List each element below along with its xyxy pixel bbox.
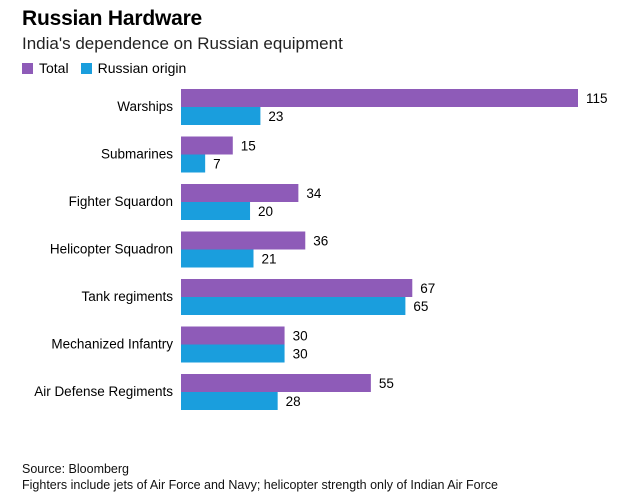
bar-russian-origin <box>181 392 278 410</box>
chart-title: Russian Hardware <box>22 7 203 30</box>
legend-item-total: Total <box>22 60 69 76</box>
value-label-total: 15 <box>241 139 256 154</box>
value-label-russian-origin: 30 <box>293 347 308 362</box>
bar-total <box>181 231 306 250</box>
bar-group-helicopter-squadron: Helicopter Squadron 36 21 <box>50 231 328 268</box>
value-label-russian-origin: 20 <box>258 204 273 219</box>
bar-russian-origin <box>181 344 285 363</box>
legend-swatch-total <box>22 62 33 74</box>
value-label-total: 36 <box>313 234 328 249</box>
category-label: Air Defense Regiments <box>34 384 173 399</box>
value-label-russian-origin: 65 <box>413 299 428 314</box>
bar-total <box>181 184 299 202</box>
chart-legend: Total Russian origin <box>22 59 198 77</box>
chart-footer: Source: Bloomberg Fighters include jets … <box>22 461 498 493</box>
value-label-russian-origin: 7 <box>213 157 221 172</box>
bar-total <box>181 326 285 345</box>
category-label: Warships <box>117 99 173 114</box>
bar-russian-origin <box>181 154 206 173</box>
category-label: Mechanized Infantry <box>51 337 173 352</box>
bar-russian-origin <box>181 107 261 125</box>
category-label: Fighter Squardon <box>69 194 173 209</box>
bar-group-mechanized-infantry: Mechanized Infantry 30 30 <box>51 326 308 363</box>
bar-chart: Warships 115 23 Submarines 15 7 Fighter Squard… <box>34 89 608 410</box>
value-label-total: 30 <box>293 329 308 344</box>
bar-group-submarines: Submarines 15 7 <box>101 136 256 173</box>
bar-group-fighter-squardon: Fighter Squardon 34 20 <box>69 184 322 220</box>
category-label: Tank regiments <box>81 289 173 304</box>
category-label: Helicopter Squadron <box>50 242 173 257</box>
bar-total <box>181 374 371 392</box>
value-label-russian-origin: 21 <box>261 252 276 267</box>
value-label-total: 34 <box>306 186 322 201</box>
footnote: Fighters include jets of Air Force and N… <box>22 478 498 492</box>
legend-swatch-russian-origin <box>80 62 92 74</box>
legend-item-russian-origin: Russian origin <box>80 60 187 76</box>
legend-label-total: Total <box>39 60 69 76</box>
legend-label-russian-origin: Russian origin <box>97 60 187 76</box>
chart-subtitle: India's dependence on Russian equipment <box>22 34 343 53</box>
bar-russian-origin <box>181 297 406 315</box>
value-label-total: 67 <box>420 281 435 296</box>
bar-total <box>181 279 413 297</box>
value-label-total: 55 <box>379 376 394 391</box>
category-label: Submarines <box>101 147 173 162</box>
value-label-total: 115 <box>586 91 608 106</box>
bar-group-warships: Warships 115 23 <box>117 89 608 125</box>
bar-russian-origin <box>181 249 254 268</box>
bar-total <box>181 136 233 155</box>
source-note: Source: Bloomberg <box>22 462 130 476</box>
bar-group-air-defense-regiments: Air Defense Regiments 55 28 <box>34 374 394 410</box>
value-label-russian-origin: 28 <box>286 394 301 409</box>
bar-russian-origin <box>181 202 251 220</box>
bar-total <box>181 89 578 107</box>
value-label-russian-origin: 23 <box>268 109 283 124</box>
bar-group-tank-regiments: Tank regiments 67 65 <box>81 279 435 315</box>
